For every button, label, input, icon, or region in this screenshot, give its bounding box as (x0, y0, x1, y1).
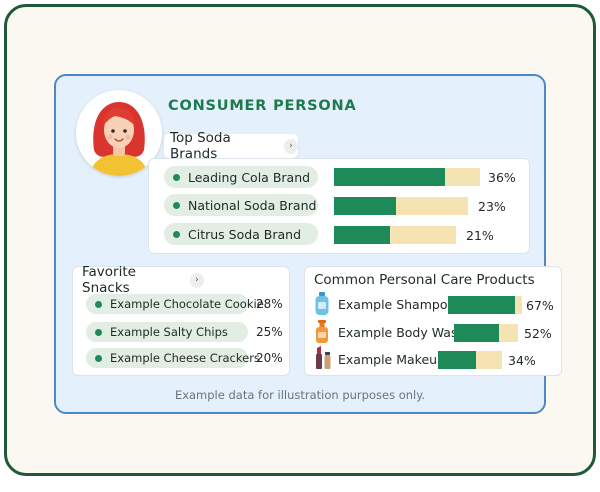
chevron-right-icon: › (189, 272, 204, 288)
soda-item-label: Leading Cola Brand (188, 169, 311, 185)
care-bar (438, 351, 502, 369)
body-wash-bottle-icon (315, 320, 329, 348)
soda-item-percent: 36% (488, 170, 516, 185)
snack-item-pill[interactable]: Example Chocolate Cookie (86, 294, 264, 314)
snack-item-label: Example Cheese Crackers (110, 351, 260, 365)
soda-item-percent: 21% (466, 228, 494, 243)
soda-item-percent: 23% (478, 199, 506, 214)
soda-item-pill[interactable]: National Soda Brand (164, 194, 318, 216)
care-item-percent: 34% (508, 353, 536, 368)
personal-care-title: Common Personal Care Products (314, 272, 535, 288)
soda-item-label: National Soda Brand (188, 197, 317, 213)
snack-item-percent: 20% (256, 351, 283, 365)
snack-item-label: Example Chocolate Cookie (110, 297, 264, 311)
care-item-label: Example Shampoo (338, 297, 456, 312)
snack-item-percent: 28% (256, 297, 283, 311)
soda-bar-fill (334, 226, 391, 244)
soda-bar-fill (334, 197, 396, 215)
care-item-percent: 52% (524, 326, 552, 341)
bullet-dot-icon (173, 201, 180, 209)
snack-item-label: Example Salty Chips (110, 325, 228, 339)
soda-item-pill[interactable]: Leading Cola Brand (164, 166, 318, 188)
favorite-snacks-label: Favorite Snacks (82, 264, 136, 296)
snack-item-pill[interactable]: Example Cheese Crackers (86, 348, 260, 368)
care-bar-fill (438, 351, 476, 369)
soda-item-pill[interactable]: Citrus Soda Brand (164, 223, 318, 245)
care-bar-fill (454, 324, 499, 342)
makeup-lipstick-icon (314, 346, 332, 374)
top-soda-brands-button[interactable]: Top Soda Brands › (164, 130, 298, 162)
soda-item-label: Citrus Soda Brand (188, 226, 302, 242)
soda-bar (334, 197, 468, 215)
care-bar (454, 324, 518, 342)
bullet-dot-icon (173, 230, 180, 238)
personal-care-panel (304, 266, 562, 376)
care-bar-fill (448, 296, 516, 314)
soda-bar-fill (334, 168, 445, 186)
woman-red-hair-avatar-icon (76, 90, 162, 176)
care-item-percent: 67% (526, 298, 554, 313)
favorite-snacks-button[interactable]: Favorite Snacks › (76, 264, 204, 296)
shampoo-bottle-icon (314, 292, 330, 320)
chevron-right-icon: › (283, 138, 298, 154)
bullet-dot-icon (95, 300, 102, 308)
bullet-dot-icon (95, 328, 102, 336)
care-item-label: Example Makeup (338, 352, 445, 367)
care-bar (448, 296, 522, 314)
soda-bar (334, 226, 456, 244)
footnote: Example data for illustration purposes o… (174, 388, 426, 402)
bullet-dot-icon (95, 354, 102, 362)
care-item-label: Example Body Wash (338, 325, 466, 340)
page-title: CONSUMER PERSONA (168, 98, 357, 114)
bullet-dot-icon (173, 173, 180, 181)
snack-item-percent: 25% (256, 325, 283, 339)
soda-bar (334, 168, 480, 186)
snack-item-pill[interactable]: Example Salty Chips (86, 322, 248, 342)
